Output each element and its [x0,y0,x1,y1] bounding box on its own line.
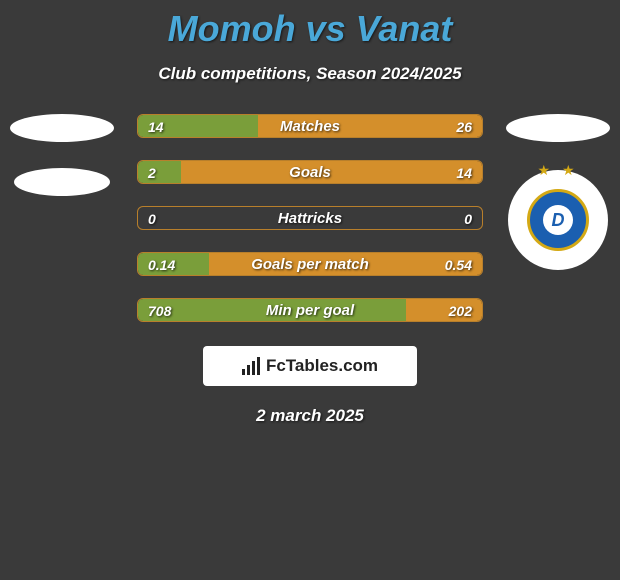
right-badges: ★ ★ D [500,114,616,270]
left-badges [4,114,120,196]
stat-row: Hattricks0 0 [137,206,483,230]
stat-row: Matches14 26 [137,114,483,138]
bar-value-left: 0 [148,207,156,230]
bar-value-right: 26 [456,115,472,138]
comparison-content: ★ ★ D Matches1426Goals214Hattricks00Goal… [0,114,620,426]
left-badge-2 [14,168,110,196]
bar-label: Hattricks [138,207,482,230]
left-badge-1 [10,114,114,142]
bar-value-right: 0.54 [445,253,472,276]
date-text: 2 march 2025 [0,406,620,426]
right-badge-1 [506,114,610,142]
attribution-text: FcTables.com [266,356,378,376]
bar-value-right: 202 [449,299,472,322]
bar-value-right: 0 [464,207,472,230]
bars-icon [242,357,260,375]
club-crest: ★ ★ D [508,170,608,270]
bar-value-left: 14 [148,115,164,138]
bar-label: Goals per match [138,253,482,276]
stat-row: Goals2 14 [137,160,483,184]
bar-value-left: 0.14 [148,253,175,276]
page-title: Momoh vs Vanat [0,0,620,50]
attribution-logo: FcTables.com [203,346,417,386]
bar-value-right: 14 [456,161,472,184]
stat-row: Goals per match0.14 0.54 [137,252,483,276]
bar-value-left: 2 [148,161,156,184]
bar-label: Min per goal [138,299,482,322]
bar-value-left: 708 [148,299,171,322]
page-subtitle: Club competitions, Season 2024/2025 [0,64,620,84]
bar-label: Goals [138,161,482,184]
bar-label: Matches [138,115,482,138]
crest-letter: D [543,205,573,235]
stat-row: Min per goal708 202 [137,298,483,322]
crest-inner: D [527,189,589,251]
crest-stars: ★ ★ [538,162,579,179]
stats-bars: Matches1426Goals214Hattricks00Goals per … [137,114,483,322]
